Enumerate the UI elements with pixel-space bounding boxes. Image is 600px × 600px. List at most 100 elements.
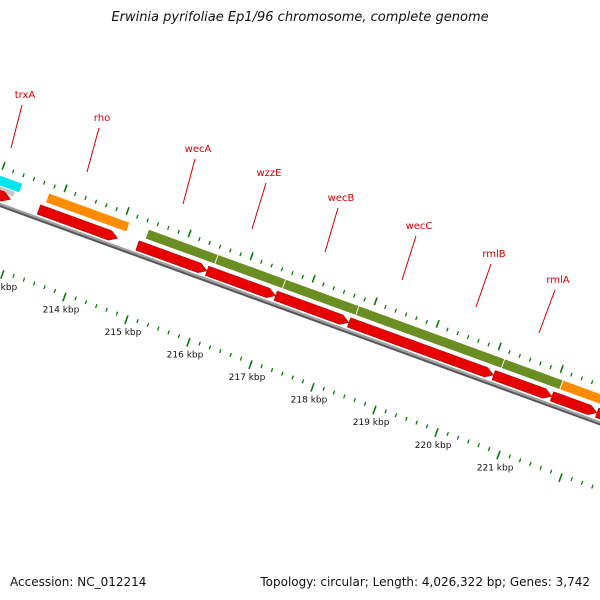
inner-tick (332, 390, 336, 395)
outer-tick (187, 229, 192, 238)
gene-band-rmlA (559, 379, 600, 405)
inner-tick (53, 288, 57, 294)
inner-tick (115, 311, 119, 316)
inner-tick (270, 367, 274, 373)
inner-tick (518, 458, 522, 463)
outer-tick (1, 161, 6, 170)
cds-trxA (0, 189, 12, 202)
outer-tick (342, 289, 346, 295)
outer-tick (270, 263, 273, 268)
outer-tick (146, 218, 149, 223)
inner-tick (229, 352, 232, 358)
outer-tick (156, 222, 160, 227)
gene-features (0, 174, 600, 405)
outer-tick (311, 274, 316, 283)
scale-label: 215 kbp (105, 328, 142, 338)
outer-tick (53, 184, 56, 189)
cds-wecC (346, 317, 495, 378)
outer-tick (332, 286, 335, 291)
inner-tick (260, 364, 263, 369)
scale-label: 213 kbp (0, 283, 18, 293)
cds-features (0, 189, 600, 420)
outer-tick (353, 293, 356, 298)
outer-tick (384, 304, 387, 310)
inner-tick (549, 469, 553, 474)
outer-tick (239, 252, 242, 257)
inner-tick (467, 439, 470, 444)
inner-tick (43, 285, 46, 290)
outer-tick-marks (1, 161, 594, 385)
inner-tick (248, 360, 253, 370)
gene-label: wecB (328, 193, 355, 204)
cds-rmlA (549, 391, 598, 415)
inner-tick (529, 461, 532, 467)
cds-wecB (273, 290, 350, 325)
gene-label-leader (182, 158, 196, 205)
outer-tick (590, 380, 594, 385)
gene-label-leader (538, 289, 556, 334)
outer-tick (518, 353, 522, 358)
gene-label-leader (401, 235, 417, 281)
outer-tick (549, 365, 553, 370)
outer-tick (435, 319, 440, 328)
inner-tick (12, 273, 15, 279)
outer-tick (301, 274, 304, 279)
outer-tick (218, 244, 222, 249)
inner-tick (425, 424, 429, 429)
gene-label: rmlB (482, 249, 505, 260)
inner-tick (384, 409, 387, 414)
cds-rho (36, 204, 119, 241)
inner-tick (22, 277, 26, 282)
gene-label-leader (86, 127, 100, 173)
backbone-line (0, 202, 600, 426)
outer-tick (559, 364, 564, 374)
inner-tick (198, 341, 201, 346)
inner-tick (558, 473, 563, 483)
gene-labels: trxA rho wecA wzzE wecB wecC rmlB rmlA (10, 90, 570, 334)
cds-wecA (135, 240, 208, 273)
scale-label: 214 kbp (43, 305, 80, 315)
scale-label: 219 kbp (353, 418, 390, 428)
gene-label: trxA (15, 90, 36, 101)
cds-rmlB (491, 370, 553, 399)
scale-label: 217 kbp (229, 373, 266, 383)
inner-tick (136, 318, 139, 324)
outer-tick (404, 312, 408, 317)
outer-tick (425, 319, 429, 325)
inner-tick (591, 484, 594, 489)
outer-tick (363, 297, 366, 302)
outer-tick (229, 248, 232, 253)
outer-tick (322, 282, 325, 287)
inner-tick (0, 270, 5, 280)
gene-label: wecA (185, 144, 212, 155)
outer-tick (280, 267, 284, 272)
outer-tick (249, 252, 254, 261)
inner-tick (281, 371, 284, 376)
map-title: Erwinia pyrifoliae Ep1/96 chromosome, co… (111, 10, 489, 25)
outer-tick (32, 176, 36, 182)
backbone-highlight (0, 202, 600, 424)
outer-tick (497, 342, 502, 351)
accession-label: Accession: NC_012214 (10, 575, 147, 589)
cds-wzzE (204, 265, 277, 298)
inner-tick (508, 454, 512, 459)
inner-tick (322, 386, 325, 391)
inner-tick (62, 292, 67, 302)
genome-summary: Topology: circular; Length: 4,026,322 bp… (260, 575, 590, 589)
gene-label-leader (10, 104, 23, 149)
outer-tick (477, 338, 480, 343)
inner-tick (208, 345, 212, 350)
outer-tick (373, 297, 378, 306)
outer-tick (167, 225, 170, 231)
inner-tick (580, 480, 584, 485)
gene-label-leader (475, 263, 492, 308)
inner-tick (353, 397, 356, 403)
gene-label: wecC (406, 221, 433, 232)
inner-tick (363, 401, 367, 406)
inner-tick (167, 330, 170, 335)
inner-tick (405, 416, 408, 421)
outer-tick (508, 349, 511, 355)
inner-tick (177, 334, 181, 339)
